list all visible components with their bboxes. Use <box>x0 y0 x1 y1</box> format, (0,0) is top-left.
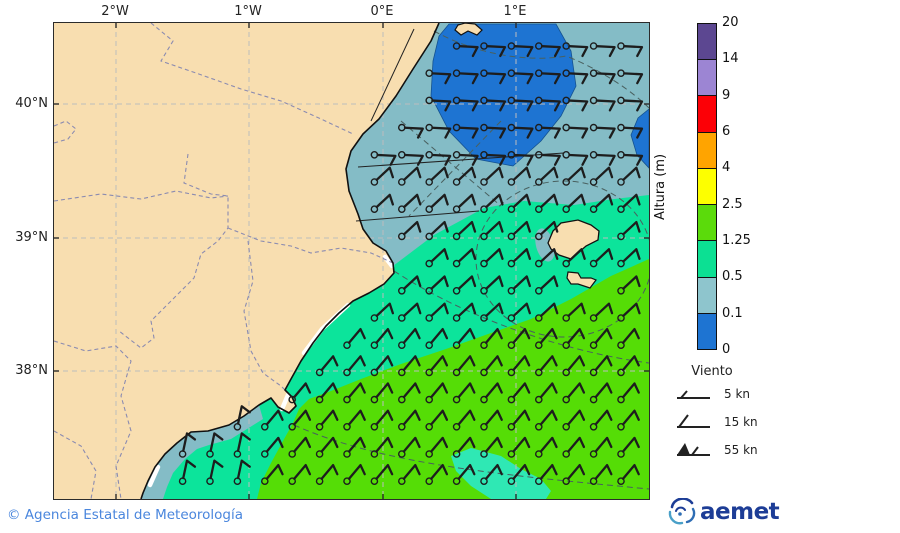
colorbar-segment <box>698 168 716 206</box>
wind-legend-item-5kn: 5 kn <box>674 384 784 404</box>
colorbar <box>697 23 717 350</box>
axis-label-lon-1w: 1°W <box>234 4 262 19</box>
land-hook-north <box>454 23 483 36</box>
frame-ticks <box>54 23 649 499</box>
colorbar-tick-label: 2.5 <box>722 196 743 212</box>
axis-label-lon-1e: 1°E <box>503 4 527 19</box>
map-canvas <box>53 22 650 500</box>
axis-label-lon-0e: 0°E <box>370 4 394 19</box>
colorbar-segment <box>698 205 716 242</box>
colorbar-segment <box>698 24 716 61</box>
axis-label-lat-39n: 39°N <box>15 230 48 245</box>
aemet-logo-text: aemet <box>700 499 780 525</box>
colorbar-segment <box>698 132 716 169</box>
colorbar-tick-label: 0 <box>722 342 731 357</box>
colorbar-tick-label: 9 <box>722 87 731 103</box>
wind-barb-15kn-icon <box>677 414 710 428</box>
colorbar-title: Altura (m) <box>653 153 668 220</box>
colorbar-tick-label: 20 <box>722 15 739 30</box>
colorbar-tick-label: 0.1 <box>722 305 743 321</box>
wind-barb-5kn-icon <box>677 390 710 399</box>
coastline <box>140 23 440 499</box>
colorbar-tick-label: 1.25 <box>722 233 751 248</box>
wind-legend-item-15kn: 15 kn <box>674 412 784 432</box>
aemet-logo: aemet <box>666 498 780 526</box>
wind-legend-label: 5 kn <box>724 387 751 401</box>
colorbar-segment <box>698 60 716 97</box>
colorbar-tick-label: 14 <box>722 51 739 67</box>
wind-barb-55kn-icon <box>677 443 710 456</box>
colorbar-tick-label: 6 <box>722 124 731 139</box>
colorbar-segment <box>698 96 716 133</box>
aemet-swirl-icon <box>668 498 696 525</box>
colorbar-tick-label: 0.5 <box>722 269 743 285</box>
colorbar-segment <box>698 313 716 349</box>
axis-label-lat-40n: 40°N <box>15 96 48 111</box>
wind-legend-label: 15 kn <box>724 415 758 429</box>
admin-boundaries <box>54 23 394 499</box>
sea-strip-coastal <box>141 405 263 499</box>
axis-label-lat-38n: 38°N <box>15 363 48 378</box>
wind-legend-title: Viento <box>691 364 733 379</box>
colorbar-segment <box>698 241 716 278</box>
colorbar-tick-label: 4 <box>722 160 731 176</box>
copyright-text: © Agencia Estatal de Meteorología <box>7 507 244 523</box>
sea-region-calm-east <box>630 108 649 169</box>
axis-label-lon-2w: 2°W <box>101 4 129 19</box>
island-ibiza <box>547 219 600 260</box>
island-formentera <box>566 271 597 289</box>
weather-map-svg <box>54 23 649 499</box>
wind-legend-item-55kn: 55 kn <box>674 440 784 460</box>
colorbar-segment <box>698 277 716 314</box>
wind-barbs-layer <box>178 42 644 486</box>
wind-legend-label: 55 kn <box>724 443 758 457</box>
